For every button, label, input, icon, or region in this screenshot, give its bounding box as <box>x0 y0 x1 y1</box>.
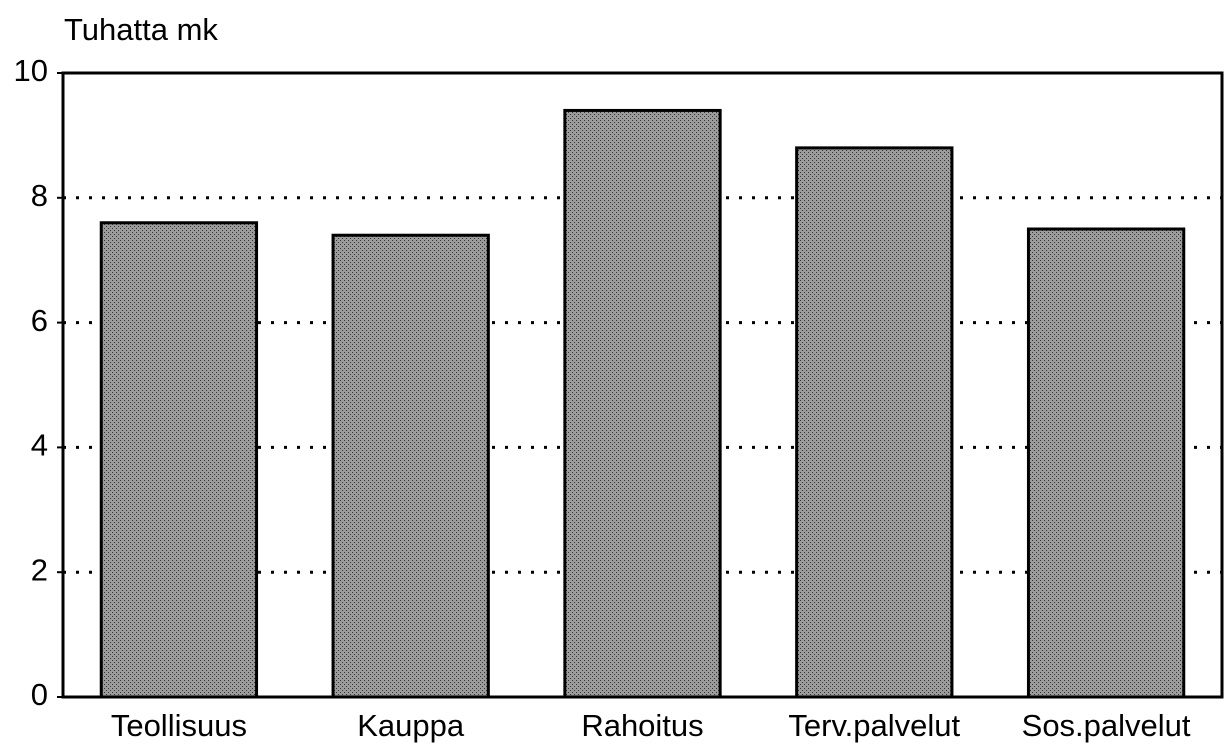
x-tick-label: Teollisuus <box>111 708 247 743</box>
bar <box>795 146 954 699</box>
y-axis-label: Tuhatta mk <box>64 12 218 47</box>
y-tick-label: 4 <box>31 428 48 463</box>
x-tick-label: Kauppa <box>357 708 465 743</box>
bar <box>99 221 259 699</box>
y-tick-label: 10 <box>14 53 48 88</box>
y-tick-label: 8 <box>31 178 48 213</box>
bar <box>1026 227 1186 699</box>
x-tick-label: Sos.palvelut <box>1022 708 1191 743</box>
x-tick-label: Terv.palvelut <box>788 708 960 743</box>
x-tick-label: Rahoitus <box>581 708 703 743</box>
y-tick-label: 0 <box>31 677 48 712</box>
y-tick-label: 2 <box>31 552 48 587</box>
bar <box>331 233 490 699</box>
y-tick-label: 6 <box>31 303 48 338</box>
plot-frame <box>61 71 1224 699</box>
bar <box>563 108 722 699</box>
